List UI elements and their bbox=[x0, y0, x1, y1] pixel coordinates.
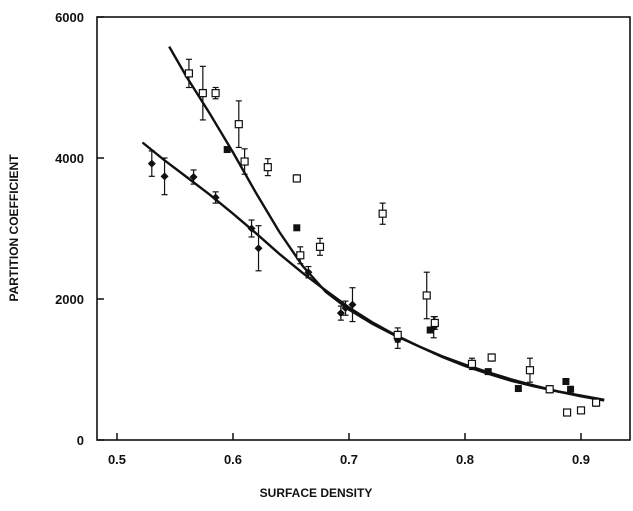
data-point-open-square bbox=[184, 69, 194, 78]
plot-frame bbox=[96, 16, 631, 441]
fit-curve bbox=[168, 46, 605, 401]
data-point-open-square bbox=[393, 330, 402, 340]
data-point-open-square bbox=[315, 242, 325, 251]
data-point-open-square bbox=[240, 157, 249, 166]
data-point-diamond bbox=[348, 300, 357, 309]
data-point-filled-square bbox=[567, 385, 575, 393]
data-point-open-square bbox=[545, 385, 554, 394]
y-tick-label: 0 bbox=[77, 433, 84, 448]
data-point-open-square bbox=[562, 408, 572, 417]
data-point-open-square bbox=[211, 89, 220, 98]
data-point-filled-square bbox=[484, 368, 492, 376]
x-tick-label: 0.9 bbox=[572, 452, 590, 467]
data-point-open-square bbox=[591, 398, 601, 407]
x-tick-label: 0.8 bbox=[456, 452, 474, 467]
x-tick-label: 0.6 bbox=[224, 452, 242, 467]
data-point-diamond bbox=[189, 173, 198, 182]
data-point-diamond bbox=[247, 224, 256, 233]
data-point-diamond bbox=[211, 193, 220, 202]
data-point-open-square bbox=[422, 291, 431, 300]
data-point-open-square bbox=[467, 359, 477, 368]
data-point-open-square bbox=[525, 366, 535, 375]
data-point-diamond bbox=[160, 172, 169, 181]
data-point-open-square bbox=[263, 163, 272, 172]
data-point-open-square bbox=[198, 89, 207, 98]
data-point-open-square bbox=[234, 120, 243, 129]
data-point-open-square bbox=[378, 209, 387, 218]
data-point-diamond bbox=[341, 304, 350, 313]
data-point-filled-square bbox=[514, 385, 522, 393]
y-tick-label: 6000 bbox=[55, 10, 84, 25]
data-point-open-square bbox=[292, 174, 301, 183]
data-point-filled-square bbox=[223, 146, 231, 154]
data-point-diamond bbox=[254, 244, 263, 253]
data-point-filled-square bbox=[562, 377, 570, 385]
x-tick-label: 0.5 bbox=[108, 452, 126, 467]
data-point-filled-square bbox=[426, 326, 434, 334]
data-point-open-square bbox=[576, 406, 586, 415]
data-points bbox=[147, 58, 601, 417]
fit-curve bbox=[141, 141, 605, 402]
x-tick-label: 0.7 bbox=[340, 452, 358, 467]
data-point-diamond bbox=[147, 159, 156, 168]
axis-ticks: 0.5 0.6 0.7 0.8 0.9 0 2000 4000 6000 bbox=[55, 10, 590, 467]
fit-curves bbox=[141, 46, 605, 402]
data-point-open-square bbox=[430, 318, 439, 328]
y-tick-label: 4000 bbox=[55, 151, 84, 166]
y-axis-label: PARTITION COEFFICIENT bbox=[7, 154, 21, 302]
data-point-open-square bbox=[296, 251, 305, 260]
data-point-open-square bbox=[487, 353, 496, 362]
y-tick-label: 2000 bbox=[55, 292, 84, 307]
data-point-filled-square bbox=[293, 224, 301, 232]
data-point-diamond bbox=[304, 268, 313, 277]
x-axis-label: SURFACE DENSITY bbox=[260, 486, 373, 500]
